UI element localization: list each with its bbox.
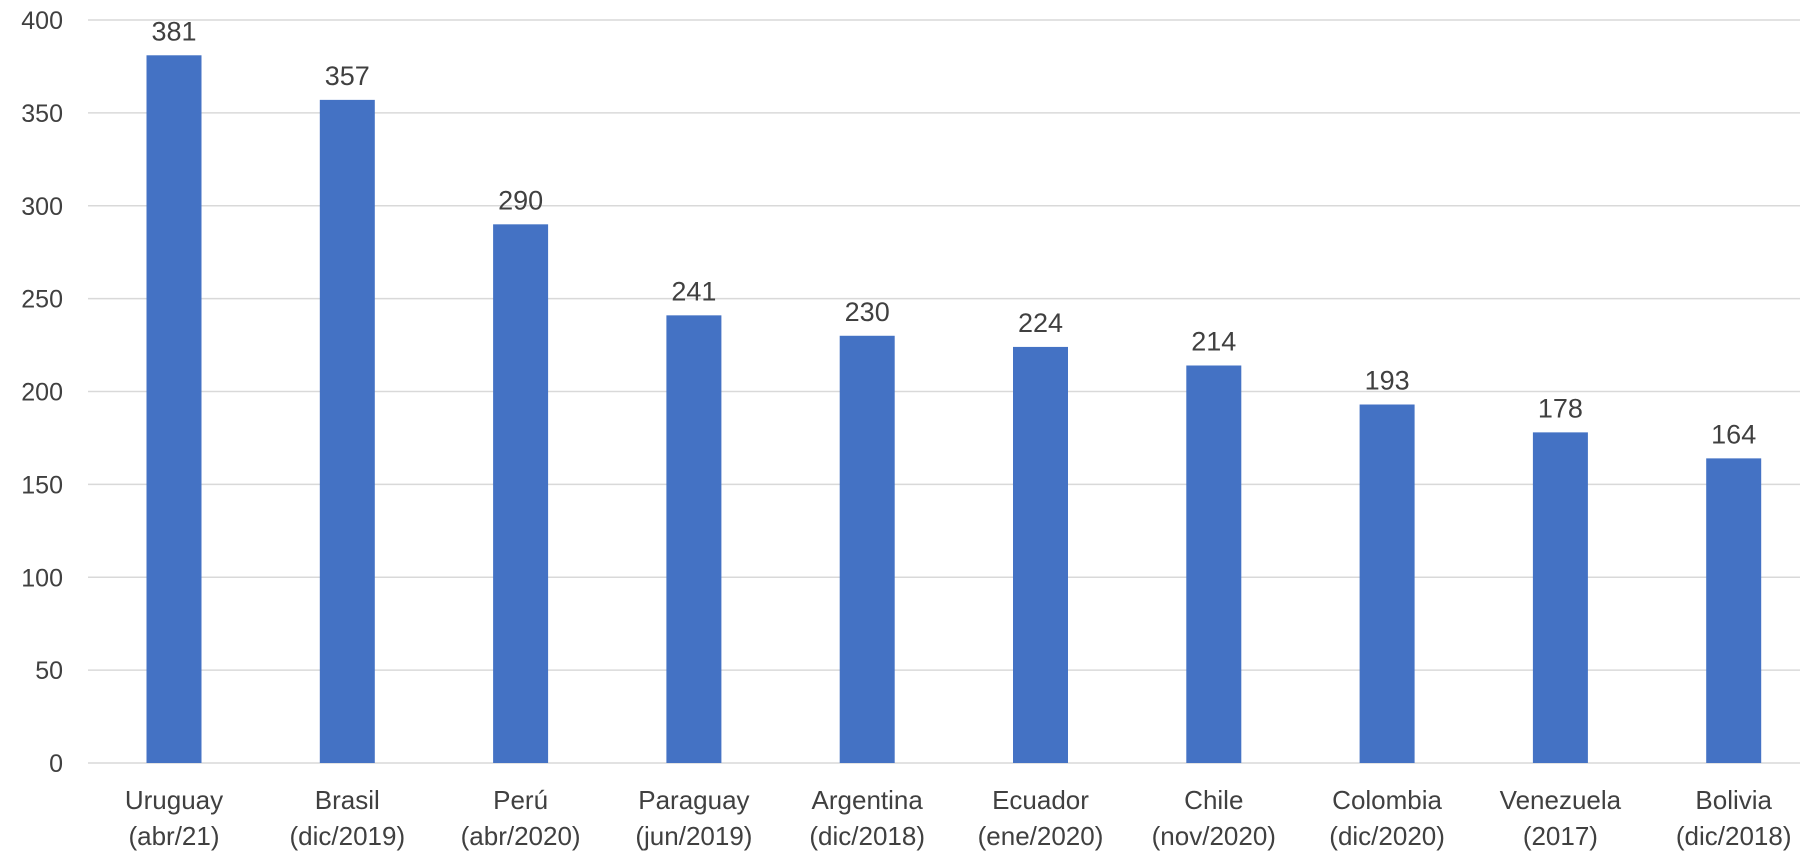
x-tick-label: Ecuador bbox=[992, 785, 1089, 815]
bar bbox=[493, 224, 549, 763]
bar bbox=[1532, 432, 1588, 763]
x-tick-label: Venezuela bbox=[1500, 785, 1622, 815]
x-tick-label: Bolivia bbox=[1695, 785, 1772, 815]
data-label: 381 bbox=[151, 16, 196, 46]
x-tick-label: (nov/2020) bbox=[1152, 821, 1276, 851]
y-tick-label: 200 bbox=[21, 379, 63, 407]
x-tick-label: (jun/2019) bbox=[635, 821, 752, 851]
data-label: 214 bbox=[1191, 326, 1236, 356]
data-label: 230 bbox=[845, 297, 890, 327]
data-label: 193 bbox=[1365, 366, 1410, 396]
x-tick-label: Argentina bbox=[812, 785, 924, 815]
data-label: 224 bbox=[1018, 308, 1063, 338]
y-tick-label: 100 bbox=[21, 564, 63, 592]
x-tick-label: (dic/2019) bbox=[289, 821, 405, 851]
bar bbox=[1013, 346, 1068, 763]
y-tick-label: 350 bbox=[21, 100, 63, 128]
data-label: 290 bbox=[498, 185, 543, 215]
y-tick-label: 300 bbox=[21, 193, 63, 221]
y-tick-label: 50 bbox=[35, 657, 63, 685]
data-label: 357 bbox=[325, 61, 370, 91]
bar bbox=[319, 99, 375, 763]
x-tick-label: (abr/2020) bbox=[461, 821, 581, 851]
bar bbox=[1706, 458, 1762, 763]
x-tick-label: (dic/2020) bbox=[1329, 821, 1445, 851]
x-axis: Uruguay (abr/21) Brasil (dic/2019) Perú (abr/… bbox=[125, 785, 1792, 851]
bar bbox=[146, 55, 202, 764]
bar bbox=[1186, 365, 1242, 763]
data-label: 164 bbox=[1711, 419, 1756, 449]
x-tick-label: Uruguay bbox=[125, 785, 223, 815]
bar bbox=[1359, 404, 1415, 763]
bar bbox=[839, 335, 895, 763]
y-tick-label: 400 bbox=[21, 7, 63, 35]
y-axis: 0 50 100 150 200 250 300 350 400 bbox=[21, 7, 63, 778]
y-tick-label: 0 bbox=[49, 750, 63, 778]
data-label: 178 bbox=[1538, 393, 1583, 423]
x-tick-label: (abr/21) bbox=[128, 821, 219, 851]
x-tick-label: (dic/2018) bbox=[809, 821, 925, 851]
y-tick-label: 150 bbox=[21, 471, 63, 499]
x-tick-label: Chile bbox=[1184, 785, 1243, 815]
data-labels: 381 357 290 241 230 224 214 193 178 164 bbox=[151, 16, 1756, 449]
x-tick-label: (2017) bbox=[1523, 821, 1598, 851]
x-tick-label: Perú bbox=[493, 785, 548, 815]
bar bbox=[666, 315, 722, 763]
x-tick-label: (ene/2020) bbox=[978, 821, 1104, 851]
x-tick-label: (dic/2018) bbox=[1676, 821, 1792, 851]
y-tick-label: 250 bbox=[21, 286, 63, 314]
x-tick-label: Paraguay bbox=[638, 785, 749, 815]
bars bbox=[146, 55, 1762, 764]
x-tick-label: Colombia bbox=[1332, 785, 1442, 815]
data-label: 241 bbox=[671, 276, 716, 306]
x-tick-label: Brasil bbox=[315, 785, 380, 815]
